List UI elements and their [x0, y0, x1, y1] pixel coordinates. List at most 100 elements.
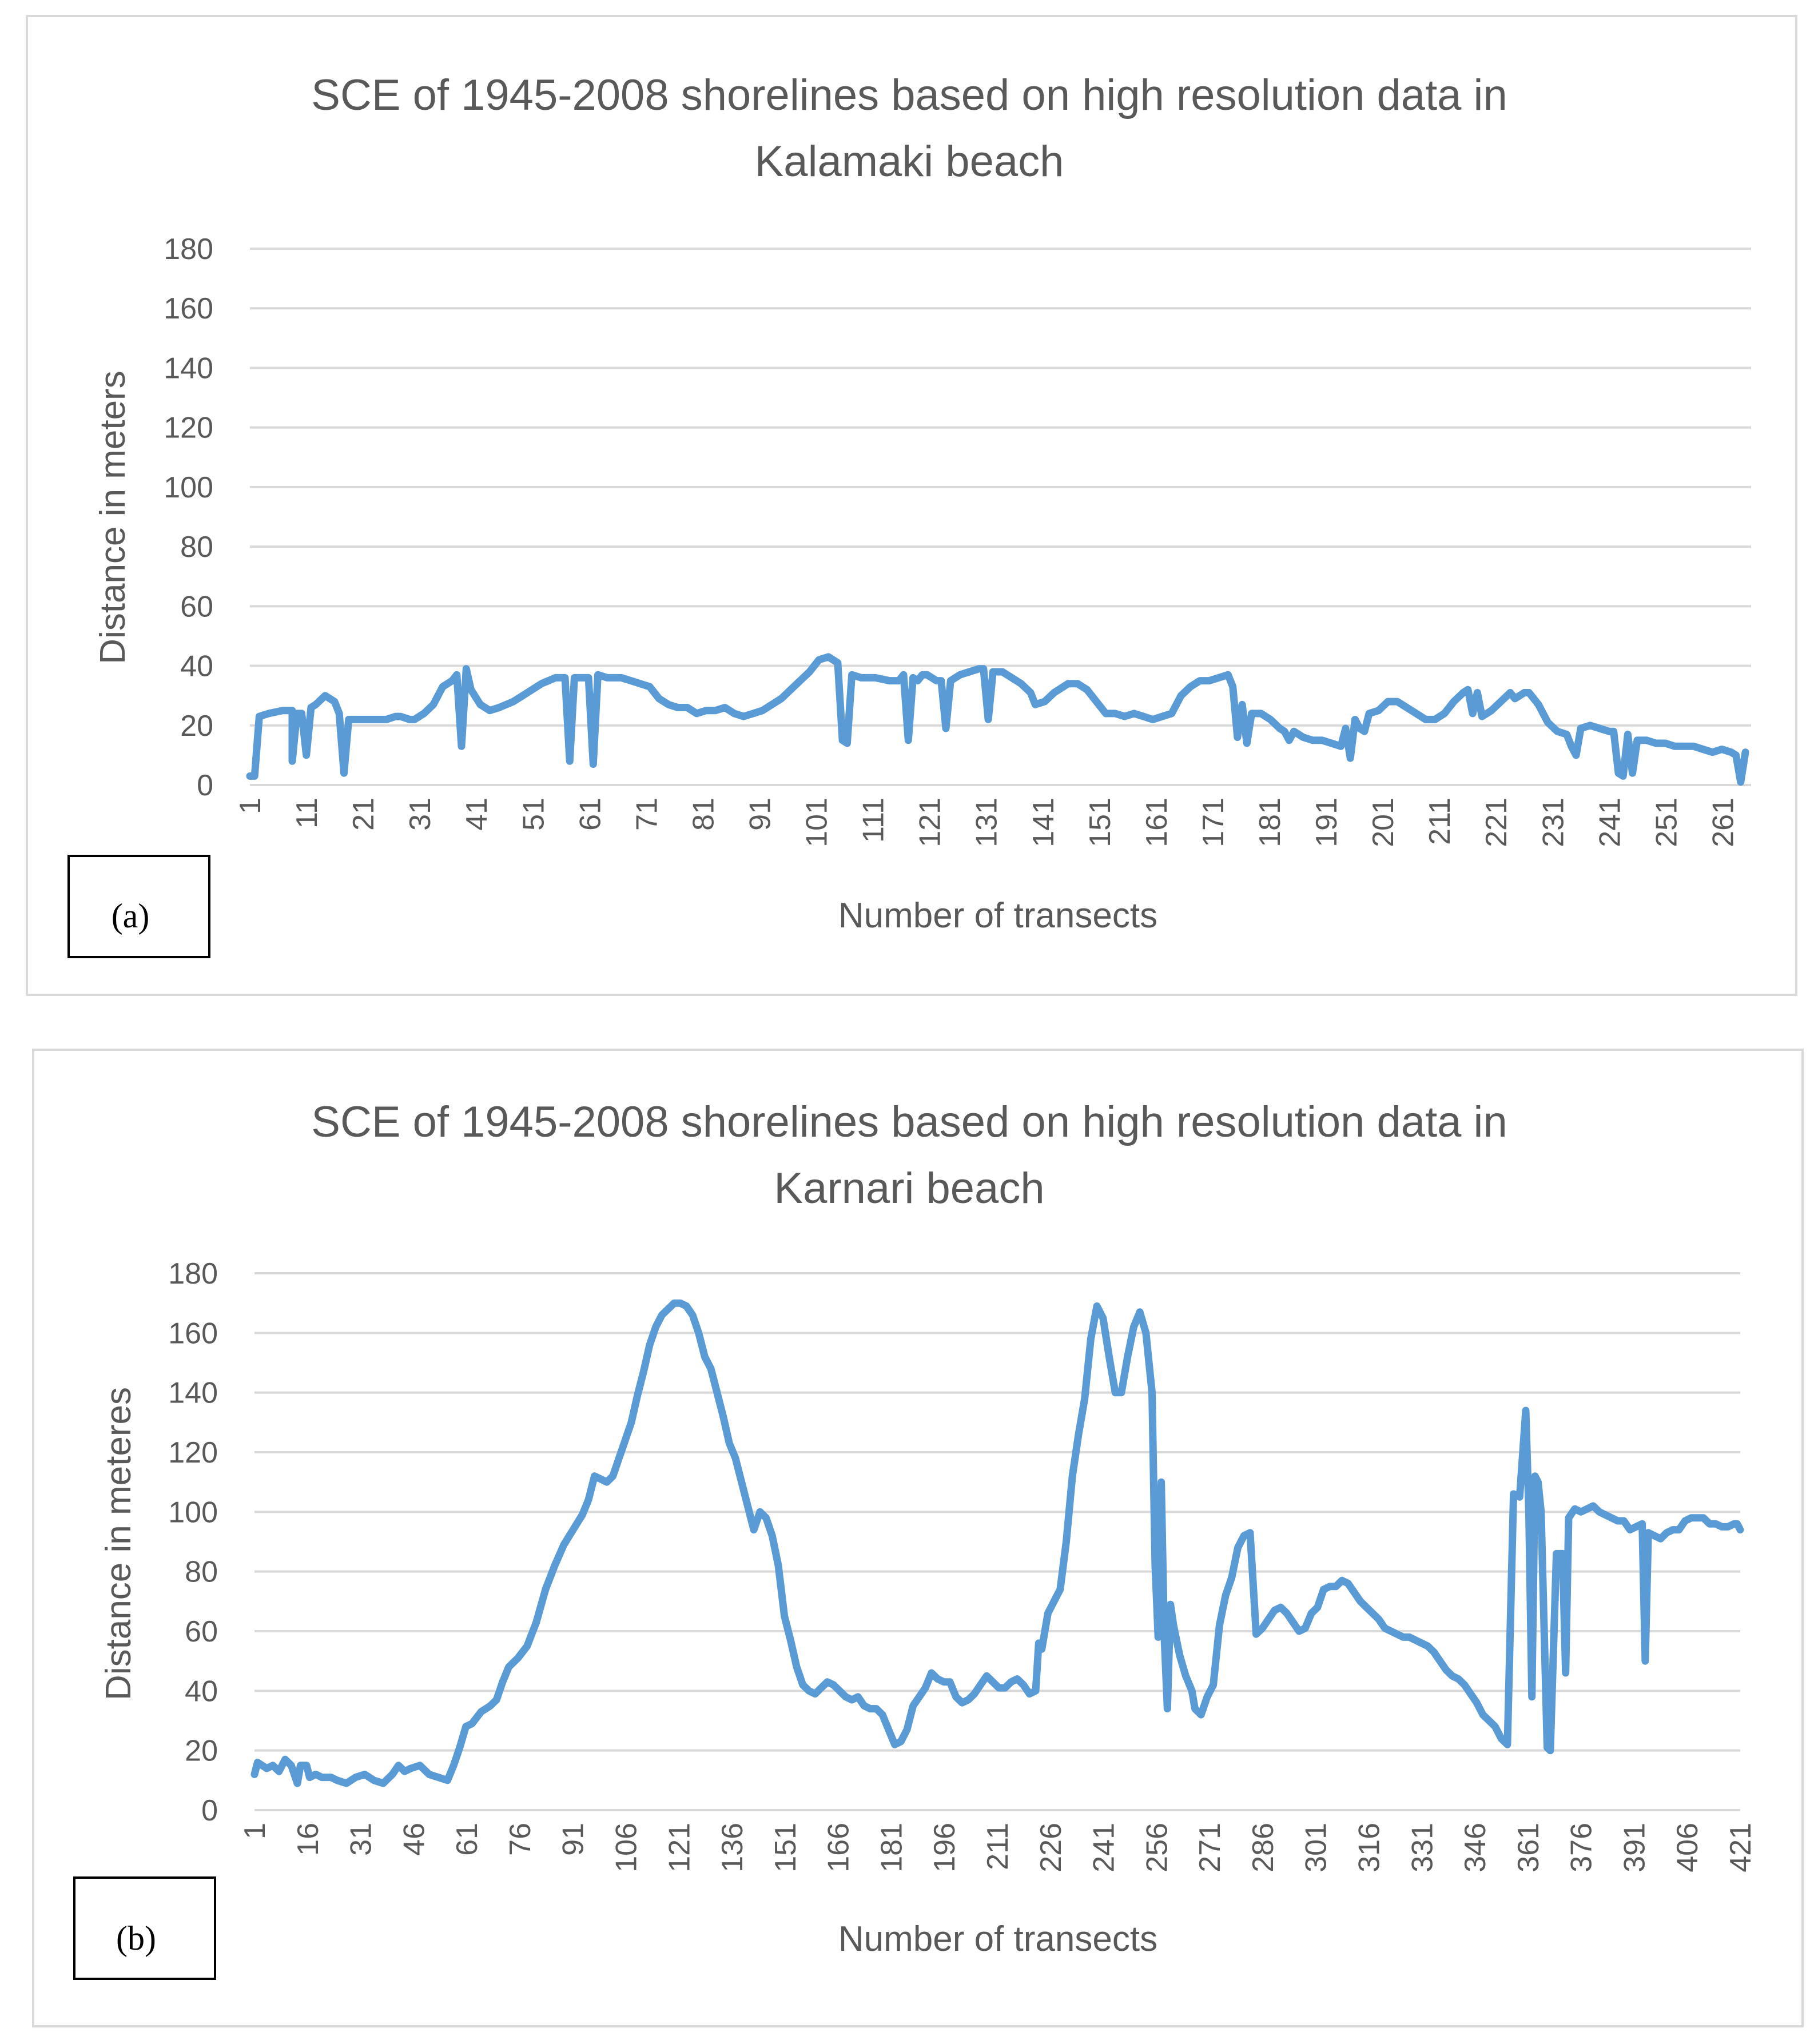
y-tick-label-b-120: 120 — [168, 1436, 218, 1469]
panel-label-box-a — [67, 855, 210, 958]
x-axis-title-a: Number of transects — [838, 896, 1157, 935]
chart-panel-a: SCE of 1945-2008 shorelines based on hig… — [26, 15, 1797, 996]
x-tick-label-b-46: 46 — [397, 1823, 431, 1856]
x-tick-label-b-106: 106 — [610, 1823, 643, 1872]
x-tick-label-a-51: 51 — [517, 798, 550, 831]
x-tick-label-b-121: 121 — [663, 1823, 696, 1872]
y-tick-label-a-60: 60 — [180, 590, 213, 623]
x-tick-label-a-121: 121 — [914, 798, 947, 847]
x-tick-label-a-11: 11 — [291, 798, 324, 828]
chart-title-a-line1: SCE of 1945-2008 shorelines based on hig… — [311, 71, 1507, 119]
y-tick-label-a-0: 0 — [197, 769, 213, 802]
x-tick-label-b-406: 406 — [1671, 1823, 1704, 1872]
x-tick-label-a-151: 151 — [1084, 798, 1117, 847]
x-tick-label-b-31: 31 — [345, 1823, 378, 1856]
y-tick-label-b-40: 40 — [185, 1675, 218, 1708]
x-tick-label-a-81: 81 — [687, 798, 720, 831]
x-tick-label-a-101: 101 — [801, 798, 834, 847]
series-lines-b — [250, 1299, 1744, 1787]
x-tick-label-b-256: 256 — [1140, 1823, 1173, 1872]
x-tick-label-b-361: 361 — [1512, 1823, 1545, 1872]
x-tick-label-a-261: 261 — [1706, 798, 1740, 847]
x-tick-label-a-31: 31 — [404, 798, 437, 831]
x-tick-label-a-61: 61 — [574, 798, 607, 831]
x-tick-label-b-226: 226 — [1035, 1823, 1068, 1872]
x-tick-label-a-231: 231 — [1537, 798, 1570, 847]
x-tick-label-a-241: 241 — [1593, 798, 1626, 847]
x-tick-label-a-161: 161 — [1140, 798, 1173, 847]
x-tick-label-a-71: 71 — [630, 798, 663, 831]
y-tick-label-b-160: 160 — [168, 1317, 218, 1350]
series-line-a-0 — [246, 653, 1749, 786]
x-tick-label-a-141: 141 — [1027, 798, 1060, 847]
y-tick-label-b-80: 80 — [185, 1556, 218, 1589]
x-tick-label-a-251: 251 — [1650, 798, 1683, 847]
x-tick-label-b-301: 301 — [1300, 1823, 1333, 1872]
x-tick-label-b-346: 346 — [1459, 1823, 1492, 1872]
x-tick-label-b-211: 211 — [981, 1823, 1015, 1870]
y-tick-label-b-20: 20 — [185, 1735, 218, 1768]
panel-label-b: (b) — [116, 1919, 156, 1957]
y-tick-labels-a: 0 20 40 60 80 100 120 140 160 180 — [164, 233, 213, 802]
x-tick-label-b-391: 391 — [1618, 1823, 1651, 1872]
y-tick-label-a-160: 160 — [164, 292, 213, 325]
y-tick-label-a-120: 120 — [164, 412, 213, 445]
gridlines-a — [250, 248, 1751, 786]
x-tick-labels-b: 1 16 31 46 61 76 91 106 121 136 151 166 181 196 211 226… — [238, 1823, 1757, 1872]
y-tick-label-b-100: 100 — [168, 1496, 218, 1529]
chart-title-b-line1: SCE of 1945-2008 shorelines based on hig… — [311, 1098, 1507, 1146]
x-tick-label-b-1: 1 — [238, 1823, 272, 1839]
x-tick-label-a-91: 91 — [744, 798, 777, 831]
x-tick-label-a-201: 201 — [1367, 798, 1400, 847]
y-axis-title-a: Distance in meters — [93, 370, 133, 664]
x-tick-label-b-76: 76 — [504, 1823, 537, 1856]
y-tick-label-b-0: 0 — [201, 1794, 218, 1827]
x-tick-label-b-166: 166 — [822, 1823, 856, 1872]
x-tick-label-a-41: 41 — [460, 798, 494, 831]
y-tick-label-b-60: 60 — [185, 1615, 218, 1648]
chart-title-a-line2: Kalamaki beach — [755, 137, 1064, 186]
y-tick-label-a-180: 180 — [164, 233, 213, 266]
y-tick-label-a-80: 80 — [180, 531, 213, 564]
series-lines-a — [246, 653, 1749, 786]
y-tick-label-a-140: 140 — [164, 352, 213, 385]
x-tick-label-b-421: 421 — [1724, 1823, 1757, 1872]
gridlines-b — [254, 1272, 1740, 1811]
x-tick-label-b-16: 16 — [292, 1823, 325, 1856]
x-tick-label-b-271: 271 — [1194, 1823, 1227, 1872]
panel-label-box-b — [73, 1876, 216, 1980]
x-tick-label-b-241: 241 — [1088, 1823, 1121, 1872]
chart-title-b-line2: Karnari beach — [774, 1164, 1044, 1213]
y-tick-label-a-40: 40 — [180, 650, 213, 683]
x-tick-label-b-316: 316 — [1353, 1823, 1386, 1872]
y-tick-label-a-20: 20 — [180, 710, 213, 743]
x-axis-title-b: Number of transects — [838, 1919, 1157, 1959]
x-tick-label-b-61: 61 — [451, 1823, 484, 1856]
panel-label-a: (a) — [112, 897, 150, 935]
x-tick-label-a-171: 171 — [1197, 798, 1230, 847]
x-tick-label-a-131: 131 — [970, 798, 1004, 847]
chart-frame-b — [32, 1049, 1804, 2027]
chart-frame-a — [26, 15, 1797, 996]
y-tick-label-a-100: 100 — [164, 471, 213, 504]
x-tick-label-a-211: 211 — [1423, 798, 1457, 845]
y-axis-title-b: Distance in meteres — [99, 1387, 138, 1700]
x-tick-label-b-196: 196 — [928, 1823, 961, 1872]
x-tick-labels-a: 1 11 21 31 41 51 61 71 81 91 101 111 121 131 141 151 161… — [234, 798, 1740, 847]
x-tick-label-b-331: 331 — [1406, 1823, 1439, 1872]
x-tick-label-b-376: 376 — [1565, 1823, 1598, 1872]
y-tick-label-b-140: 140 — [168, 1377, 218, 1410]
y-tick-labels-b: 0 20 40 60 80 100 120 140 160 180 — [168, 1257, 218, 1827]
x-tick-label-a-111: 111 — [857, 798, 890, 843]
x-tick-label-b-136: 136 — [716, 1823, 749, 1872]
x-tick-label-a-181: 181 — [1254, 798, 1287, 847]
x-tick-label-b-91: 91 — [557, 1823, 590, 1856]
x-tick-label-b-181: 181 — [875, 1823, 908, 1872]
series-line-b-0 — [250, 1299, 1744, 1787]
x-tick-label-a-191: 191 — [1310, 798, 1343, 847]
x-tick-label-a-1: 1 — [234, 798, 267, 814]
x-tick-label-a-221: 221 — [1480, 798, 1513, 847]
x-tick-label-b-286: 286 — [1247, 1823, 1280, 1872]
y-tick-label-b-180: 180 — [168, 1257, 218, 1290]
